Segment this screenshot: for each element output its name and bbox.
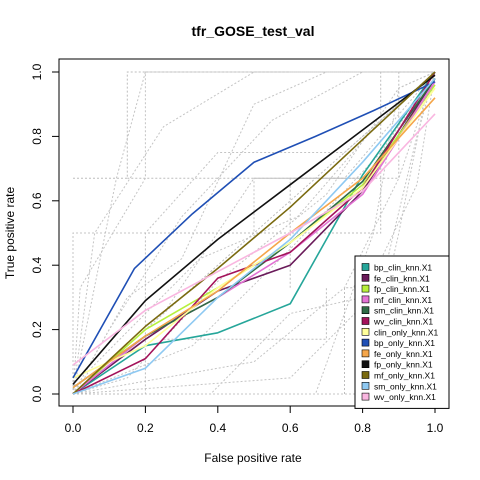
x-tick-label: 0.0: [65, 421, 82, 435]
background-curve: [72, 71, 436, 395]
series-lines: [72, 71, 436, 395]
series-line-wv_only_knn.X1: [72, 113, 436, 366]
legend-swatch: [361, 317, 370, 325]
legend-swatch: [361, 306, 370, 315]
legend-swatch: [361, 273, 370, 282]
legend-label: sm_clin_knn.X1: [374, 306, 434, 316]
legend-label: bp_only_knn.X1: [374, 338, 435, 348]
legend: bp_clin_knn.X1fe_clin_knn.X1fp_clin_knn.…: [354, 255, 450, 409]
legend-label: mf_only_knn.X1: [374, 371, 435, 381]
series-line-clin_only_knn.X1: [72, 87, 436, 379]
y-tick-label: 0.4: [30, 257, 44, 274]
background-curve: [72, 71, 327, 395]
background-curve: [72, 71, 146, 395]
y-axis-label: True positive rate: [3, 187, 17, 280]
background-step-curve: [127, 72, 400, 179]
legend-swatch: [361, 349, 370, 358]
legend-label: wv_only_knn.X1: [373, 392, 436, 402]
background-curve: [72, 71, 435, 395]
legend-label: sm_only_knn.X1: [374, 381, 437, 391]
x-tick-label: 0.8: [354, 421, 371, 435]
legend-label: wv_clin_knn.X1: [373, 317, 433, 327]
legend-label: mf_clin_knn.X1: [374, 295, 432, 305]
background-curve: [72, 71, 436, 394]
legend-swatch: [361, 327, 370, 336]
legend-swatch: [361, 295, 370, 304]
legend-box: [354, 255, 450, 409]
x-tick-label: 0.6: [282, 421, 299, 435]
legend-label: bp_clin_knn.X1: [374, 263, 432, 273]
legend-label: clin_only_knn.X1: [374, 327, 439, 337]
y-tick-label: 0.6: [30, 192, 44, 209]
legend-swatch: [361, 371, 370, 379]
background-step-curve: [163, 287, 327, 340]
chart-title: tfr_GOSE_test_val: [192, 23, 315, 39]
y-axis: 0.0 0.2 0.4 0.6 0.8 1.0: [30, 63, 60, 402]
series-line-mf_clin_knn.X1: [72, 81, 436, 395]
series-line-sm_only_knn.X1: [72, 77, 436, 395]
x-tick-label: 1.0: [427, 421, 444, 435]
background-step-curve: [73, 71, 435, 395]
x-axis-label: False positive rate: [204, 451, 302, 465]
background-curve: [72, 71, 435, 395]
series-line-bp_clin_knn.X1: [72, 71, 436, 395]
series-line-fe_only_knn.X1: [72, 97, 436, 389]
series-line-fp_only_knn.X1: [72, 74, 436, 385]
legend-swatch: [361, 360, 370, 369]
y-tick-label: 0.2: [30, 321, 44, 338]
series-line-mf_only_knn.X1: [72, 71, 436, 395]
legend-swatch: [361, 263, 370, 271]
background-curve: [73, 71, 436, 395]
legend-swatch: [361, 284, 370, 293]
legend-label: fp_only_knn.X1: [374, 360, 433, 370]
x-tick-label: 0.2: [137, 421, 154, 435]
y-tick-label: 0.8: [30, 128, 44, 145]
legend-label: fp_clin_knn.X1: [374, 284, 430, 294]
x-axis: 0.0 0.2 0.4 0.6 0.8 1.0: [65, 405, 444, 435]
legend-label: fe_only_knn.X1: [374, 349, 433, 359]
series-line-bp_only_knn.X1: [72, 80, 436, 379]
x-tick-label: 0.4: [209, 421, 226, 435]
legend-swatch: [361, 392, 370, 401]
background-step-curve: [73, 71, 291, 179]
y-tick-label: 0.0: [30, 385, 44, 402]
legend-swatch: [361, 381, 370, 390]
y-tick-label: 1.0: [30, 63, 44, 80]
legend-swatch: [361, 338, 370, 347]
legend-label: fe_clin_knn.X1: [374, 273, 430, 283]
